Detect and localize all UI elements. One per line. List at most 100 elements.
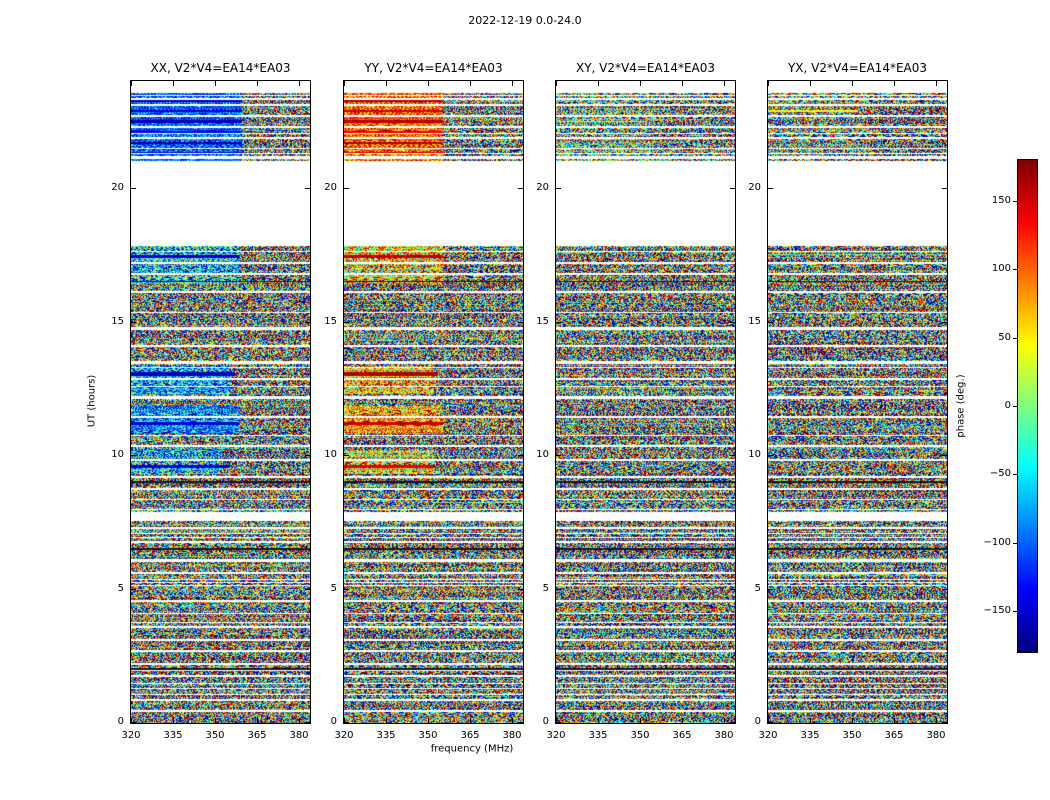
x-axis-tick (299, 718, 300, 723)
x-tick-label: 380 (502, 730, 522, 741)
y-axis-tick (730, 188, 735, 189)
x-tick-label: 350 (630, 730, 650, 741)
x-tick-label: 335 (800, 730, 820, 741)
colorbar-tick (1013, 338, 1017, 339)
x-axis-tick (344, 81, 345, 86)
x-axis-tick (768, 718, 769, 723)
y-tick-label: 10 (111, 449, 124, 460)
subplot-title-xx: XX, V2*V4=EA14*EA03 (150, 61, 291, 75)
x-tick-label: 365 (247, 730, 267, 741)
x-tick-label: 335 (376, 730, 396, 741)
x-tick-label: 365 (884, 730, 904, 741)
x-tick-label: 350 (418, 730, 438, 741)
y-tick-label: 5 (330, 583, 337, 594)
y-axis-tick (556, 455, 561, 456)
y-axis-tick (768, 455, 773, 456)
y-tick-label: 5 (754, 583, 761, 594)
x-axis-tick (556, 81, 557, 86)
heatmap-xy (556, 81, 735, 723)
subplot-xx (130, 80, 311, 724)
x-axis-tick (173, 718, 174, 723)
y-tick-label: 15 (748, 316, 761, 327)
y-axis-tick (768, 722, 773, 723)
x-axis-tick (724, 81, 725, 86)
y-axis-tick (942, 322, 947, 323)
figure-title: 2022-12-19 0.0-24.0 (468, 14, 582, 27)
y-axis-tick (518, 589, 523, 590)
heatmap-xx (131, 81, 310, 723)
y-tick-label: 20 (324, 182, 337, 193)
colorbar-tick-label: 100 (991, 263, 1011, 274)
x-tick-label: 380 (714, 730, 734, 741)
x-axis-tick (470, 81, 471, 86)
y-axis-tick (518, 722, 523, 723)
x-axis-tick (299, 81, 300, 86)
x-axis-tick (810, 81, 811, 86)
y-tick-label: 20 (748, 182, 761, 193)
y-tick-label: 10 (324, 449, 337, 460)
y-axis-tick (942, 455, 947, 456)
x-axis-tick (894, 81, 895, 86)
y-axis-tick (556, 589, 561, 590)
subplot-title-xy: XY, V2*V4=EA14*EA03 (575, 61, 716, 75)
x-axis-tick (598, 81, 599, 86)
subplot-title-yy: YY, V2*V4=EA14*EA03 (364, 61, 503, 75)
y-axis-tick (768, 188, 773, 189)
x-axis-tick (640, 81, 641, 86)
colorbar-tick-label: 50 (998, 332, 1011, 343)
x-axis-tick (512, 81, 513, 86)
x-axis-tick (810, 718, 811, 723)
y-axis-tick (305, 722, 310, 723)
colorbar-gradient (1018, 160, 1037, 652)
y-tick-label: 0 (330, 716, 337, 727)
y-axis-tick (344, 188, 349, 189)
x-tick-label: 335 (163, 730, 183, 741)
y-axis-tick (730, 322, 735, 323)
x-axis-tick (768, 81, 769, 86)
y-axis-tick (942, 188, 947, 189)
colorbar-tick (1013, 474, 1017, 475)
y-axis-tick (556, 722, 561, 723)
x-axis-tick (470, 718, 471, 723)
y-axis-tick (305, 188, 310, 189)
y-axis-tick (344, 455, 349, 456)
y-tick-label: 0 (754, 716, 761, 727)
x-tick-label: 380 (289, 730, 309, 741)
y-axis-tick (131, 722, 136, 723)
y-axis-tick (730, 589, 735, 590)
x-tick-label: 320 (758, 730, 778, 741)
y-tick-label: 5 (542, 583, 549, 594)
x-axis-label: frequency (MHz) (430, 743, 514, 755)
x-axis-tick (386, 718, 387, 723)
y-tick-label: 10 (536, 449, 549, 460)
y-axis-tick (942, 722, 947, 723)
x-axis-tick (724, 718, 725, 723)
y-axis-tick (518, 455, 523, 456)
y-tick-label: 10 (748, 449, 761, 460)
y-tick-label: 0 (117, 716, 124, 727)
y-axis-tick (305, 455, 310, 456)
x-axis-tick (131, 718, 132, 723)
x-axis-tick (257, 81, 258, 86)
x-tick-label: 380 (926, 730, 946, 741)
y-tick-label: 15 (111, 316, 124, 327)
y-axis-tick (131, 455, 136, 456)
y-axis-tick (305, 589, 310, 590)
x-tick-label: 350 (842, 730, 862, 741)
x-tick-label: 365 (460, 730, 480, 741)
x-axis-tick (173, 81, 174, 86)
colorbar-tick (1013, 543, 1017, 544)
colorbar-tick (1013, 269, 1017, 270)
colorbar (1017, 159, 1038, 653)
y-tick-label: 0 (542, 716, 549, 727)
x-axis-tick (215, 718, 216, 723)
y-axis-tick (518, 188, 523, 189)
subplot-xy (555, 80, 736, 724)
x-axis-tick (936, 81, 937, 86)
x-axis-tick (682, 81, 683, 86)
x-axis-tick (131, 81, 132, 86)
colorbar-tick-label: 150 (991, 195, 1011, 206)
y-tick-label: 15 (536, 316, 549, 327)
x-axis-tick (936, 718, 937, 723)
y-axis-tick (730, 722, 735, 723)
